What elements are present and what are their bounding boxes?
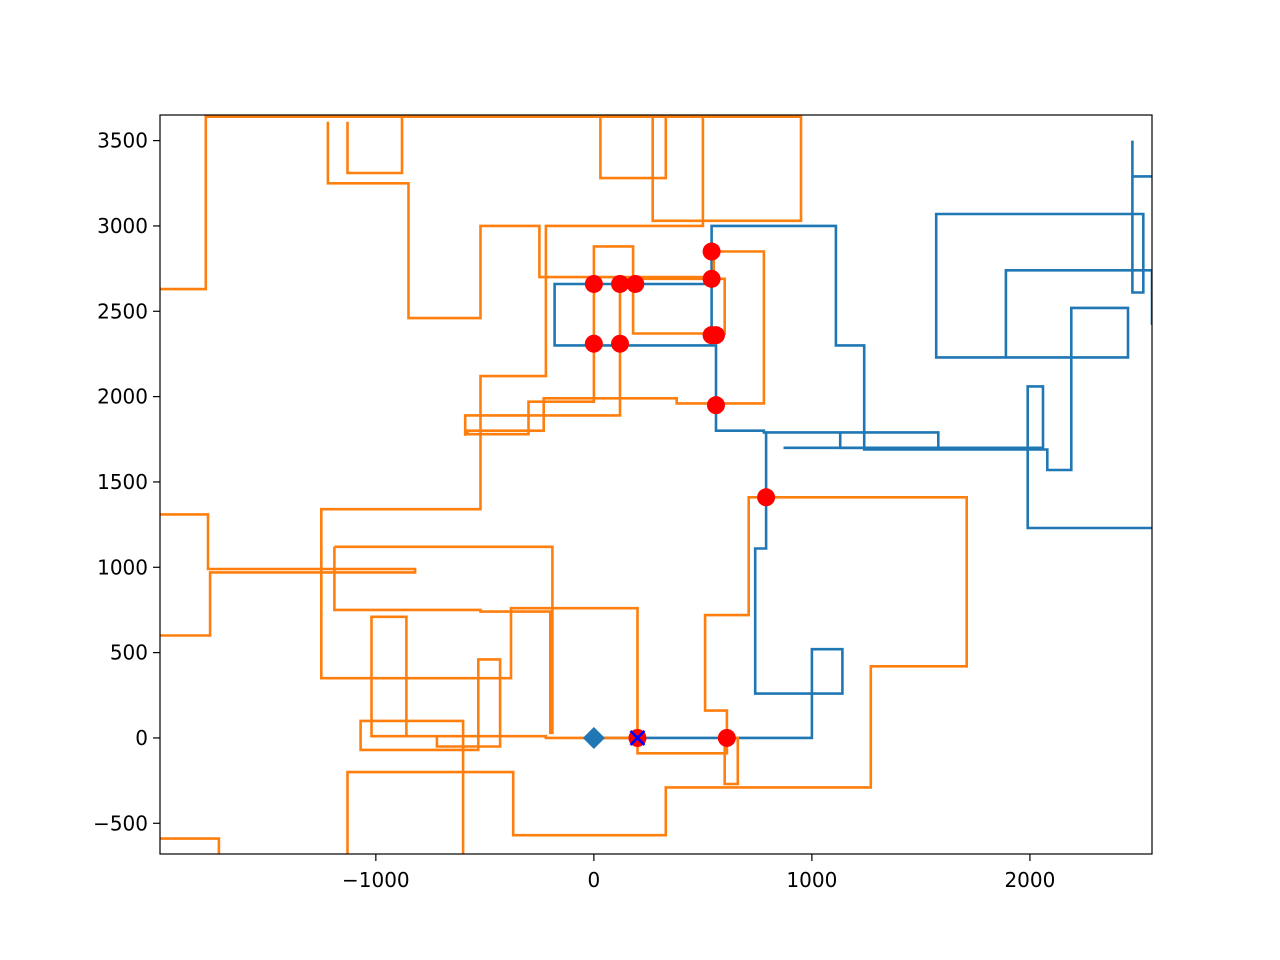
red-point-3: [626, 274, 645, 293]
start-diamond-marker: [582, 726, 605, 749]
x-tick-label: 0: [587, 868, 600, 892]
tick-layer: −1000 0 1000 2000 −500 0 500 1000 1500 2000 2500 30…: [93, 129, 1055, 892]
series-line-7: [160, 837, 221, 854]
series-line-8: [346, 495, 969, 854]
cross-marker: [629, 730, 646, 746]
red-point-7: [702, 269, 721, 288]
marker-layer: [582, 242, 776, 749]
y-tick-label: 2000: [97, 385, 148, 409]
y-tick-label: −500: [93, 811, 148, 835]
red-point-6: [702, 242, 721, 261]
series-line-11: [346, 116, 404, 175]
series-line-10: [326, 121, 766, 436]
red-point-4: [584, 334, 603, 353]
series-line-5: [160, 115, 705, 738]
series-line-1: [553, 140, 1152, 740]
series-line-6: [160, 513, 417, 637]
y-tick-label: 3500: [97, 129, 148, 153]
y-tick-label: 1500: [97, 470, 148, 494]
x-tick-label: −1000: [342, 868, 410, 892]
red-point-2: [611, 274, 630, 293]
red-point-5: [611, 334, 630, 353]
y-tick-label: 2500: [97, 299, 148, 323]
series-line-14: [333, 545, 554, 735]
series-layer: [160, 115, 1152, 854]
y-tick-label: 3000: [97, 214, 148, 238]
series-line-13: [651, 115, 803, 223]
series-line-3: [1004, 268, 1152, 358]
y-tick-label: 500: [110, 641, 148, 665]
y-tick-label: 0: [135, 726, 148, 750]
x-tick-label: 1000: [786, 868, 837, 892]
series-line-4: [359, 615, 638, 854]
red-point-12: [717, 728, 736, 747]
series-line-2: [783, 385, 1152, 530]
series-line-12: [599, 116, 668, 180]
y-tick-label: 1000: [97, 555, 148, 579]
plot-frame: [159, 114, 1153, 855]
red-point-1: [584, 274, 603, 293]
x-tick-label: 2000: [1004, 868, 1055, 892]
red-point-9: [706, 326, 725, 345]
red-point-11: [757, 488, 776, 507]
red-point-10: [706, 396, 725, 415]
